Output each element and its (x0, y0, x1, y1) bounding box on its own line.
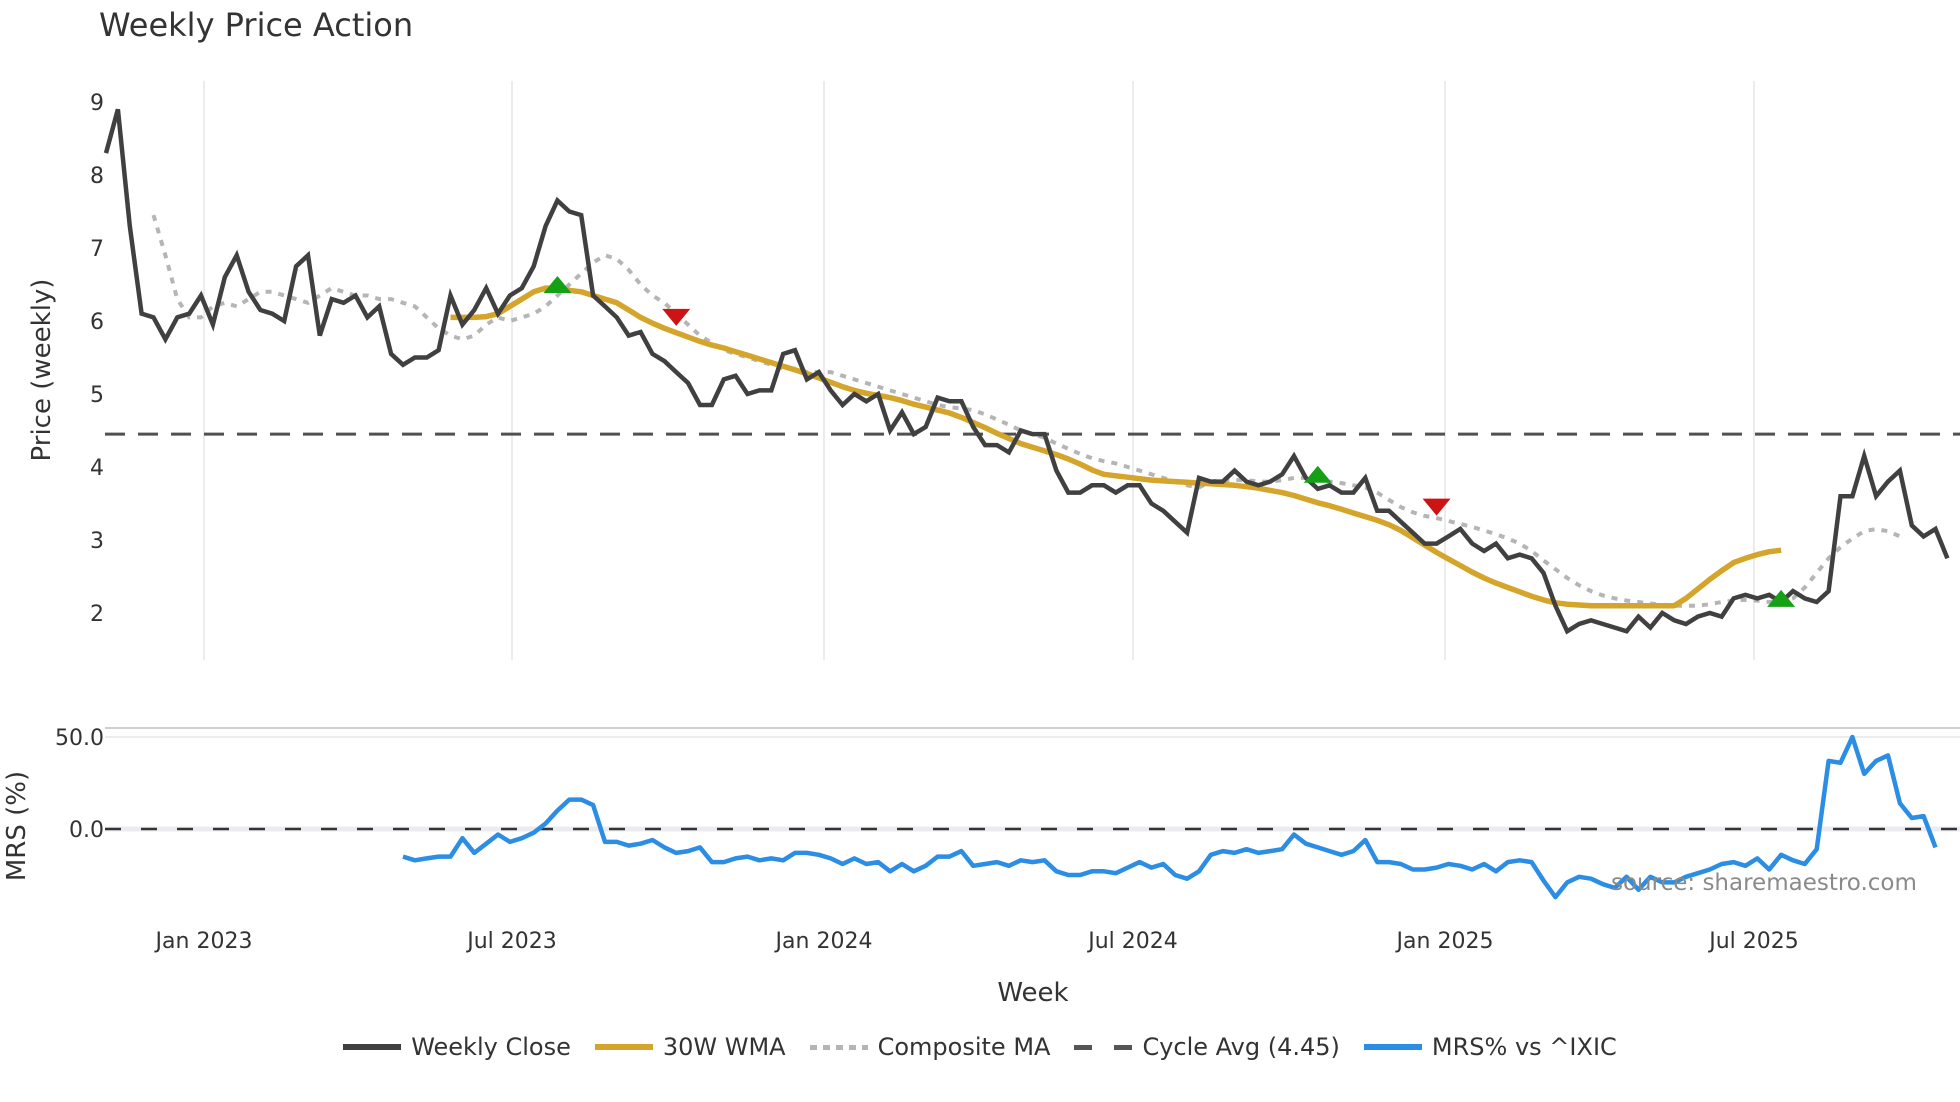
y-tick-label: 2 (90, 602, 104, 627)
price-y-axis-title: Price (weekly) (27, 279, 57, 462)
wma-30w-line (450, 285, 1782, 609)
signal-markers (543, 276, 1796, 607)
x-tick-label: Jul 2023 (465, 929, 557, 954)
legend: Weekly Close 30W WMA Composite MA Cycle … (0, 1033, 1960, 1061)
x-gridlines (203, 81, 1755, 660)
source-watermark: source: sharemaestro.com (1611, 870, 1917, 896)
mrs-y-axis-title: MRS (%) (2, 771, 32, 881)
dashed-line-icon (1074, 1044, 1133, 1050)
composite-ma-line (151, 214, 1901, 608)
solid-line-icon (343, 1044, 402, 1050)
y-tick-label: 7 (90, 237, 104, 262)
sell-signal-down-triangle-icon (1422, 498, 1451, 516)
y-tick-label: 6 (90, 310, 104, 335)
mrs-line (402, 734, 1938, 900)
legend-item-30w-wma[interactable]: 30W WMA (594, 1033, 786, 1061)
price-y-axis: 2 3 4 5 6 7 8 9 (90, 91, 104, 627)
legend-label: Weekly Close (411, 1033, 571, 1061)
legend-label: Cycle Avg (4.45) (1142, 1033, 1340, 1061)
y-tick-label: 3 (90, 529, 104, 554)
sell-signal-down-triangle-icon (662, 308, 691, 326)
buy-signal-up-triangle-icon (1303, 465, 1332, 483)
y-tick-label: 5 (90, 383, 104, 408)
x-tick-label: Jan 2024 (774, 929, 873, 954)
x-axis-title: Week (997, 978, 1068, 1008)
x-axis: Jan 2023 Jul 2023 Jan 2024 Jul 2024 Jan 2025… (154, 929, 1799, 954)
solid-line-icon (1363, 1044, 1422, 1050)
buy-signal-up-triangle-icon (543, 276, 572, 293)
chart-title: Weekly Price Action (99, 6, 414, 44)
y-tick-label: 9 (90, 91, 104, 116)
y-tick-label: 50.0 (55, 726, 104, 751)
legend-label: MRS% vs ^IXIC (1431, 1033, 1617, 1061)
legend-label: 30W WMA (662, 1033, 786, 1061)
y-tick-label: 8 (90, 164, 104, 189)
weekly-close-line (103, 108, 1950, 635)
legend-item-mrs[interactable]: MRS% vs ^IXIC (1363, 1033, 1617, 1061)
legend-item-composite-ma[interactable]: Composite MA (809, 1033, 1051, 1061)
dotted-line-icon (809, 1044, 868, 1050)
y-tick-label: 4 (90, 456, 104, 481)
x-tick-label: Jul 2025 (1707, 929, 1799, 954)
y-tick-label: 0.0 (69, 818, 104, 843)
x-tick-label: Jan 2023 (154, 929, 253, 954)
x-tick-label: Jul 2024 (1086, 929, 1178, 954)
legend-item-weekly-close[interactable]: Weekly Close (343, 1033, 571, 1061)
buy-signal-up-triangle-icon (1767, 589, 1796, 607)
mrs-y-axis: 50.0 0.0 (55, 726, 104, 843)
legend-label: Composite MA (877, 1033, 1051, 1061)
x-tick-label: Jan 2025 (1395, 929, 1494, 954)
solid-line-icon (594, 1044, 653, 1050)
legend-item-cycle-avg[interactable]: Cycle Avg (4.45) (1074, 1033, 1340, 1061)
